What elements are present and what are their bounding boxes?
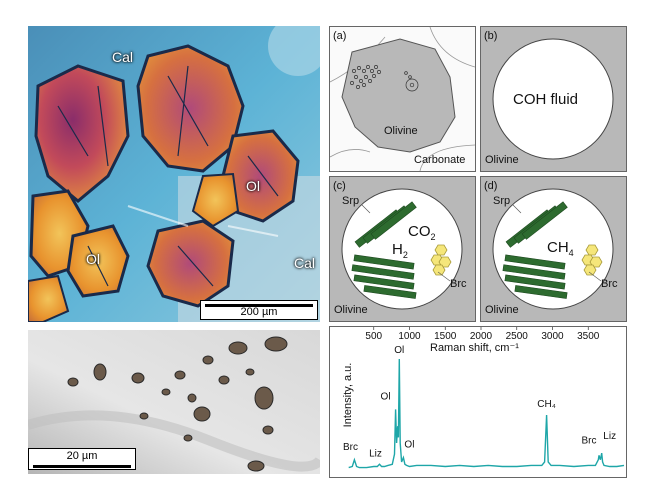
schematic-d: (d) Srp Olivine Brc CH4 <box>480 176 627 322</box>
letter-b: (b) <box>484 30 498 42</box>
schematic-b-drawing <box>492 38 614 160</box>
text-olivine-d: Olivine <box>485 304 519 316</box>
text-h2: H2 <box>392 241 408 260</box>
schematic-a: (a) Olivine Carbonate <box>329 26 476 172</box>
spectrum-line <box>348 358 625 469</box>
x-tick-label: 2500 <box>506 331 529 342</box>
peak-annotation-label: Ol <box>381 391 391 402</box>
scale-label-200: 200 µm <box>240 306 278 318</box>
text-srp-d: Srp <box>493 195 511 207</box>
peak-annotation-label: Ol <box>394 345 404 356</box>
peak-annotation-label: Brc <box>581 435 596 446</box>
micrograph-illustration <box>28 26 320 322</box>
x-tick-label: 500 <box>365 331 382 342</box>
peak-annotation-label: Ol <box>404 440 414 451</box>
text-carbonate-a: Carbonate <box>414 154 466 166</box>
letter-a: (a) <box>333 30 347 42</box>
olivine-micrograph: Cal Cal Ol Ol 200 µm <box>28 26 320 322</box>
schematic-d-drawing <box>492 188 614 310</box>
y-axis-label: Intensity, a.u. <box>342 362 354 428</box>
scale-bar-20: 20 µm <box>28 448 136 470</box>
peak-annotation-label: Liz <box>369 448 382 459</box>
x-tick-layer: 500 1000 1500 2000 2500 3000 3500 <box>365 327 600 342</box>
scale-bar-200: 200 µm <box>200 300 318 320</box>
peak-annotations: Ol Ol Ol Brc Liz CH₄ Brc Liz <box>343 345 616 459</box>
label-cal-bottom: Cal <box>294 255 316 271</box>
raman-spectrum-chart: 500 1000 1500 2000 2500 3000 3500 Ol Ol Ol Brc Liz… <box>329 326 627 478</box>
schematic-b: (b) COH fluid Olivine <box>480 26 627 172</box>
text-brc-d: Brc <box>601 278 618 290</box>
text-olivine-a: Olivine <box>384 125 418 137</box>
scale-label-20: 20 µm <box>66 450 98 462</box>
letter-d: (d) <box>484 180 498 192</box>
x-tick-label: 1000 <box>398 331 421 342</box>
text-ch4: CH4 <box>547 239 574 258</box>
x-tick-label: 2000 <box>470 331 493 342</box>
text-srp-c: Srp <box>342 195 360 207</box>
label-ol-right: Ol <box>246 178 260 194</box>
text-brc-c: Brc <box>450 278 467 290</box>
inclusions-micrograph: 20 µm <box>28 330 320 474</box>
schematic-a-drawing <box>330 27 475 171</box>
text-co2: CO2 <box>408 223 436 242</box>
letter-c: (c) <box>333 180 346 192</box>
peak-annotation-label: Brc <box>343 442 358 453</box>
label-cal-top: Cal <box>112 49 134 65</box>
text-coh-fluid: COH fluid <box>513 91 579 108</box>
x-tick-label: 3000 <box>541 331 564 342</box>
peak-annotation-label: CH₄ <box>537 399 556 410</box>
text-olivine-b: Olivine <box>485 154 519 166</box>
peak-annotation-label: Liz <box>603 431 616 442</box>
x-tick-label: 3500 <box>577 331 600 342</box>
schematic-c: (c) Srp Olivine Brc H2 CO2 <box>329 176 476 322</box>
raman-spectrum-svg: 500 1000 1500 2000 2500 3000 3500 Ol Ol Ol Brc Liz… <box>343 327 625 469</box>
label-ol-left: Ol <box>86 251 100 267</box>
x-axis-label: Raman shift, cm⁻¹ <box>430 342 519 354</box>
text-olivine-c: Olivine <box>334 304 368 316</box>
x-tick-label: 1500 <box>434 331 457 342</box>
schematic-c-drawing <box>341 188 463 310</box>
